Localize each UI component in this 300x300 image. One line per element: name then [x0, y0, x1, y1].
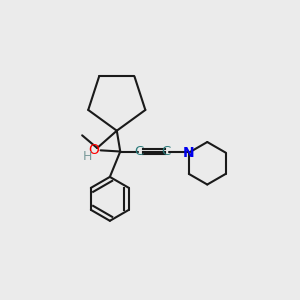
Text: C: C [135, 145, 144, 158]
Text: C: C [161, 145, 170, 158]
Text: H: H [82, 150, 92, 163]
Text: O: O [88, 143, 99, 157]
Text: N: N [183, 146, 195, 160]
